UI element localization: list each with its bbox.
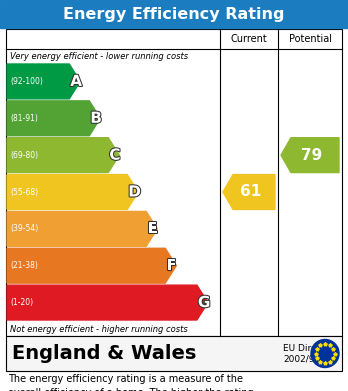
Text: A: A bbox=[70, 74, 82, 89]
Bar bbox=[0, 0, 348, 28]
Polygon shape bbox=[223, 174, 275, 210]
Text: G: G bbox=[198, 295, 211, 310]
Text: 2002/91/EC: 2002/91/EC bbox=[283, 354, 335, 363]
Text: Current: Current bbox=[231, 34, 267, 44]
Text: The energy efficiency rating is a measure of the
overall efficiency of a home. T: The energy efficiency rating is a measur… bbox=[8, 374, 254, 391]
Text: (69-80): (69-80) bbox=[10, 151, 38, 160]
Text: Energy Efficiency Rating: Energy Efficiency Rating bbox=[63, 7, 285, 22]
Bar bbox=[6, 29, 342, 336]
Text: Potential: Potential bbox=[288, 34, 332, 44]
Text: EU Directive: EU Directive bbox=[283, 344, 339, 353]
Polygon shape bbox=[7, 212, 157, 246]
Polygon shape bbox=[281, 138, 339, 172]
Polygon shape bbox=[7, 64, 80, 99]
Text: 61: 61 bbox=[240, 185, 262, 199]
Text: (21-38): (21-38) bbox=[10, 261, 38, 270]
Polygon shape bbox=[7, 285, 208, 320]
Text: D: D bbox=[128, 185, 141, 199]
Polygon shape bbox=[7, 248, 176, 283]
Text: E: E bbox=[147, 221, 158, 236]
Text: Very energy efficient - lower running costs: Very energy efficient - lower running co… bbox=[10, 52, 188, 61]
Text: B: B bbox=[90, 111, 102, 126]
Text: England & Wales: England & Wales bbox=[12, 344, 196, 363]
Bar bbox=[6, 336, 342, 371]
Polygon shape bbox=[7, 138, 119, 172]
Text: (92-100): (92-100) bbox=[10, 77, 43, 86]
Circle shape bbox=[311, 339, 339, 368]
Text: (1-20): (1-20) bbox=[10, 298, 33, 307]
Text: 79: 79 bbox=[301, 148, 323, 163]
Text: (39-54): (39-54) bbox=[10, 224, 38, 233]
Text: (81-91): (81-91) bbox=[10, 114, 38, 123]
Polygon shape bbox=[7, 174, 138, 210]
Text: C: C bbox=[109, 148, 120, 163]
Text: (55-68): (55-68) bbox=[10, 188, 38, 197]
Text: Not energy efficient - higher running costs: Not energy efficient - higher running co… bbox=[10, 325, 188, 334]
Text: F: F bbox=[166, 258, 177, 273]
Polygon shape bbox=[7, 101, 100, 136]
